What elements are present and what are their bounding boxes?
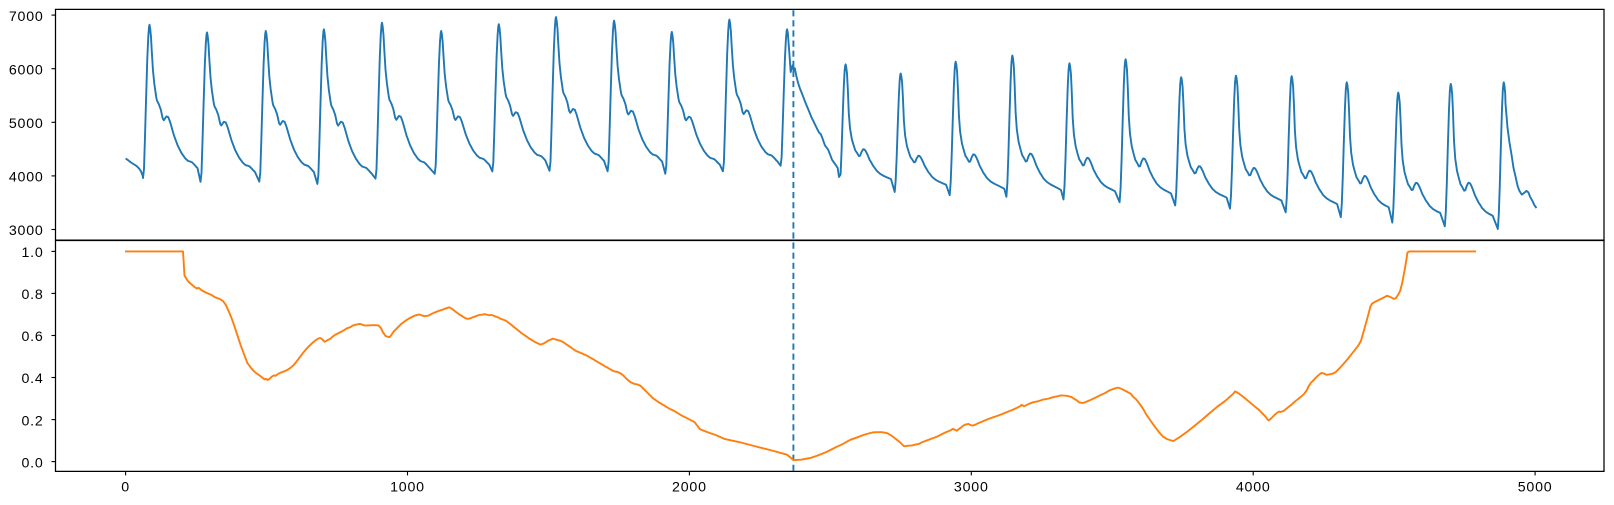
svg-text:7000: 7000 (9, 9, 44, 25)
svg-text:4000: 4000 (9, 170, 44, 186)
svg-text:4000: 4000 (1236, 480, 1271, 496)
svg-text:0.2: 0.2 (21, 413, 43, 429)
svg-text:1.0: 1.0 (21, 245, 43, 261)
svg-text:5000: 5000 (9, 116, 44, 132)
svg-text:1000: 1000 (390, 480, 425, 496)
svg-text:0.8: 0.8 (21, 287, 43, 303)
svg-text:2000: 2000 (672, 480, 707, 496)
svg-text:3000: 3000 (9, 223, 44, 239)
svg-text:0.6: 0.6 (21, 329, 43, 345)
svg-text:6000: 6000 (9, 62, 44, 78)
svg-text:0.4: 0.4 (21, 371, 43, 387)
svg-text:5000: 5000 (1518, 480, 1553, 496)
svg-text:0: 0 (121, 480, 130, 496)
svg-text:3000: 3000 (954, 480, 989, 496)
svg-text:0.0: 0.0 (21, 455, 43, 471)
